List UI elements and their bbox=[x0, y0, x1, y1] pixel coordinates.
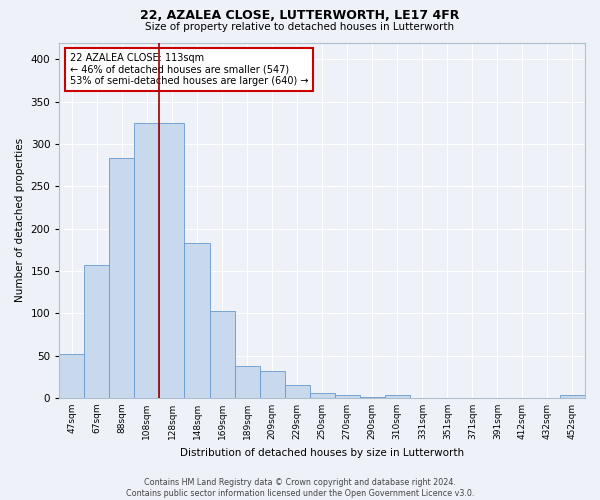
Bar bbox=[160, 123, 184, 398]
Bar bbox=[260, 371, 284, 398]
Bar bbox=[310, 393, 335, 398]
Bar bbox=[385, 394, 410, 398]
Bar bbox=[284, 385, 310, 398]
Text: Size of property relative to detached houses in Lutterworth: Size of property relative to detached ho… bbox=[145, 22, 455, 32]
Bar bbox=[85, 265, 109, 398]
Text: Contains HM Land Registry data © Crown copyright and database right 2024.
Contai: Contains HM Land Registry data © Crown c… bbox=[126, 478, 474, 498]
Bar bbox=[134, 123, 160, 398]
Bar bbox=[360, 397, 385, 398]
Bar bbox=[235, 366, 260, 398]
Bar bbox=[184, 243, 209, 398]
Y-axis label: Number of detached properties: Number of detached properties bbox=[15, 138, 25, 302]
Text: 22 AZALEA CLOSE: 113sqm
← 46% of detached houses are smaller (547)
53% of semi-d: 22 AZALEA CLOSE: 113sqm ← 46% of detache… bbox=[70, 53, 308, 86]
Text: 22, AZALEA CLOSE, LUTTERWORTH, LE17 4FR: 22, AZALEA CLOSE, LUTTERWORTH, LE17 4FR bbox=[140, 9, 460, 22]
Bar bbox=[560, 394, 585, 398]
Bar bbox=[335, 394, 360, 398]
Bar bbox=[109, 158, 134, 398]
Bar bbox=[209, 311, 235, 398]
Bar bbox=[59, 354, 85, 398]
X-axis label: Distribution of detached houses by size in Lutterworth: Distribution of detached houses by size … bbox=[180, 448, 464, 458]
